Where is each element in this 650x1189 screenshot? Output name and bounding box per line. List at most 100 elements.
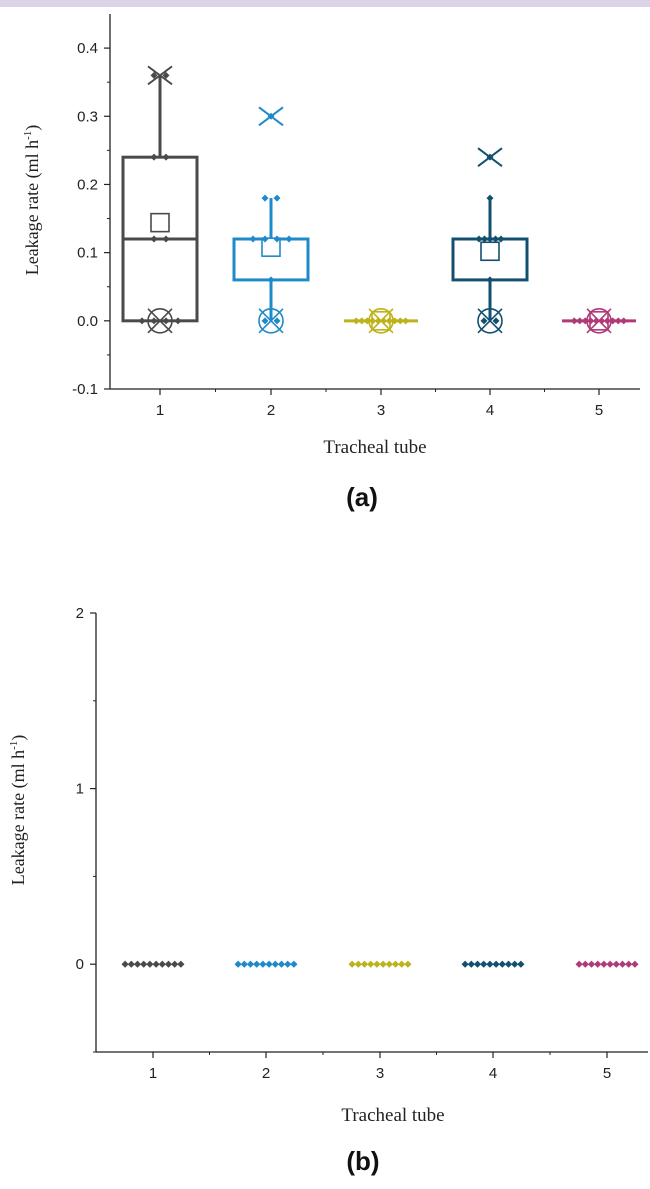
data-point bbox=[261, 235, 269, 243]
data-point bbox=[267, 112, 275, 120]
data-point bbox=[492, 317, 500, 325]
data-point bbox=[576, 317, 584, 325]
x-tick-label-a: 3 bbox=[377, 402, 385, 419]
data-point bbox=[273, 235, 281, 243]
x-tick-label-b: 2 bbox=[262, 1065, 270, 1082]
data-point bbox=[358, 317, 366, 325]
data-point bbox=[575, 960, 583, 968]
data-point bbox=[150, 71, 158, 79]
data-point bbox=[267, 276, 275, 284]
mean-marker bbox=[261, 237, 281, 257]
data-point bbox=[402, 317, 410, 325]
mean-marker bbox=[480, 241, 500, 262]
y-tick-label-a: 0.4 bbox=[77, 40, 98, 57]
x-tick-label-a: 4 bbox=[486, 402, 494, 419]
min-marker bbox=[258, 308, 284, 334]
y-tick-label-a: 0.0 bbox=[77, 313, 98, 330]
x-tick-label-a: 1 bbox=[156, 402, 164, 419]
data-point bbox=[609, 317, 617, 325]
data-point bbox=[480, 317, 488, 325]
data-point bbox=[461, 960, 469, 968]
data-point bbox=[374, 317, 382, 325]
data-point bbox=[150, 235, 158, 243]
data-point bbox=[273, 317, 281, 325]
box-series-2 bbox=[232, 106, 310, 334]
data-point bbox=[121, 960, 129, 968]
data-point bbox=[146, 960, 154, 968]
data-point bbox=[127, 960, 135, 968]
data-point bbox=[404, 960, 412, 968]
data-point bbox=[277, 960, 286, 968]
data-point bbox=[352, 317, 360, 325]
chart-a: -0.1 0.0 0.1 0.2 0.3 0.4 1 2 3 4 5 Tracheal tube Lea… bbox=[22, 14, 640, 458]
data-point bbox=[234, 960, 242, 968]
x-tick-label-b: 1 bbox=[149, 1065, 157, 1082]
data-point bbox=[133, 960, 142, 968]
data-point bbox=[150, 317, 158, 325]
data-point bbox=[162, 153, 170, 161]
data-point bbox=[174, 317, 182, 325]
data-point bbox=[587, 317, 595, 325]
data-point bbox=[162, 317, 170, 325]
data-point bbox=[138, 317, 146, 325]
y-tick-label-a: -0.1 bbox=[72, 381, 98, 398]
point-series-2 bbox=[234, 960, 298, 968]
data-point bbox=[385, 317, 393, 325]
x-axis-title-a: Tracheal tube bbox=[323, 437, 426, 458]
data-point bbox=[486, 960, 494, 968]
mean-marker bbox=[150, 212, 170, 233]
data-point bbox=[150, 153, 158, 161]
x-tick-label-b: 3 bbox=[376, 1065, 384, 1082]
data-point bbox=[473, 960, 482, 968]
data-point bbox=[504, 960, 513, 968]
data-point bbox=[385, 960, 393, 968]
y-axis-title-a: Leakage rate (ml h-1) bbox=[22, 125, 43, 276]
y-tick-label-b: 1 bbox=[76, 781, 84, 798]
data-point bbox=[367, 960, 375, 968]
data-point bbox=[162, 71, 170, 79]
data-point bbox=[152, 960, 160, 968]
data-point bbox=[475, 235, 483, 243]
data-point bbox=[498, 960, 506, 968]
min-marker bbox=[477, 308, 503, 334]
data-point bbox=[177, 960, 185, 968]
data-point bbox=[171, 960, 179, 968]
data-point bbox=[592, 317, 600, 325]
point-series-1 bbox=[121, 960, 185, 968]
data-point bbox=[598, 317, 606, 325]
data-point bbox=[600, 960, 608, 968]
data-point bbox=[261, 317, 269, 325]
point-series-5 bbox=[575, 960, 639, 968]
x-tick-label-b: 5 bbox=[603, 1065, 611, 1082]
data-point bbox=[140, 960, 148, 968]
point-series-3 bbox=[348, 960, 412, 968]
data-point bbox=[379, 960, 387, 968]
data-point bbox=[581, 960, 589, 968]
data-point bbox=[594, 960, 602, 968]
data-point bbox=[348, 960, 356, 968]
data-point bbox=[285, 235, 293, 243]
min-marker bbox=[147, 308, 173, 334]
data-point bbox=[249, 235, 257, 243]
data-point bbox=[373, 960, 381, 968]
data-point bbox=[259, 960, 267, 968]
data-point bbox=[614, 317, 622, 325]
panel-a-label: (a) bbox=[346, 482, 378, 512]
box-series-1 bbox=[121, 65, 199, 334]
y-tick-label-a: 0.1 bbox=[77, 245, 98, 262]
data-point bbox=[265, 960, 273, 968]
point-series-4 bbox=[461, 960, 525, 968]
x-tick-label-a: 2 bbox=[267, 402, 275, 419]
min-marker-cross bbox=[258, 308, 284, 334]
data-point bbox=[273, 194, 281, 202]
chart-b: 0 1 2 1 2 3 4 5 Tracheal tube Leakage rate (ml h-… bbox=[8, 605, 648, 1126]
data-point bbox=[360, 960, 369, 968]
data-point bbox=[497, 235, 505, 243]
data-point bbox=[271, 960, 279, 968]
top-color-band bbox=[0, 0, 650, 7]
data-point bbox=[486, 153, 494, 161]
data-point bbox=[380, 317, 388, 325]
data-point bbox=[492, 960, 500, 968]
data-point bbox=[354, 960, 362, 968]
